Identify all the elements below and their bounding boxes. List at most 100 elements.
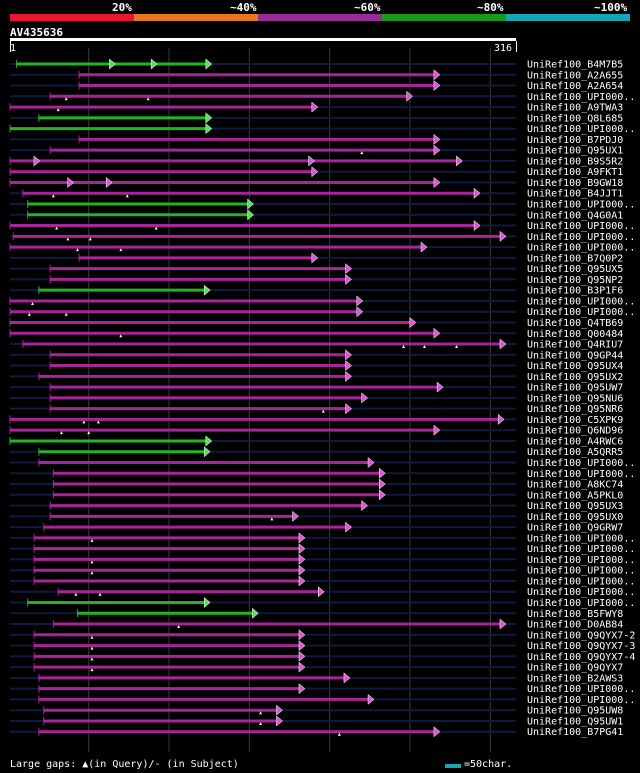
hit-label[interactable]: UniRef100_D0AB84	[527, 620, 623, 631]
hit-row[interactable]: UniRef100_UPI000..	[9, 220, 635, 233]
hit-row[interactable]: UniRef100_A5QRR5	[10, 446, 623, 459]
hit-label[interactable]: UniRef100_UPI000..	[527, 598, 635, 609]
hit-label[interactable]: UniRef100_UPI000..	[527, 92, 635, 103]
hit-label[interactable]: UniRef100_Q9QYX7	[527, 663, 623, 674]
hit-row[interactable]: UniRef100_UPI000..	[9, 295, 635, 308]
hit-row[interactable]: UniRef100_UPI000..	[10, 230, 635, 243]
hit-row[interactable]: UniRef100_UPI000..	[9, 306, 635, 319]
hit-label[interactable]: UniRef100_B9GW18	[527, 178, 623, 189]
hit-row[interactable]: UniRef100_UPI000..	[10, 575, 635, 588]
hit-row[interactable]: UniRef100_UPI000..	[10, 596, 635, 610]
hit-label[interactable]: UniRef100_Q9QYX7-4	[527, 652, 635, 663]
hit-row[interactable]: UniRef100_Q95UX0	[10, 510, 623, 523]
hit-label[interactable]: UniRef100_Q95NP2	[527, 275, 623, 286]
hit-row[interactable]: UniRef100_Q4G0A1	[10, 209, 623, 222]
hit-label[interactable]: UniRef100_Q95UX5	[527, 264, 623, 275]
hit-label[interactable]: UniRef100_A8KC74	[527, 480, 623, 491]
hit-row[interactable]: UniRef100_Q95NR6	[10, 403, 623, 416]
hit-label[interactable]: UniRef100_UPI000..	[527, 587, 635, 598]
hit-row[interactable]: UniRef100_Q95NP2	[10, 273, 623, 286]
hit-row[interactable]: UniRef100_B4M7B5	[10, 58, 623, 71]
hit-label[interactable]: UniRef100_UPI000..	[527, 555, 635, 566]
hit-row[interactable]: UniRef100_Q9GP44	[10, 349, 623, 362]
hit-label[interactable]: UniRef100_UPI000..	[527, 296, 635, 307]
hit-row[interactable]: UniRef100_UPI000..	[10, 553, 635, 566]
hit-label[interactable]: UniRef100_Q9QYX7-2	[527, 630, 635, 641]
hit-label[interactable]: UniRef100_Q95NU6	[527, 393, 623, 404]
hit-row[interactable]: UniRef100_Q95UX2	[10, 370, 623, 383]
hit-row[interactable]: UniRef100_B9GW18	[9, 176, 623, 189]
hit-label[interactable]: UniRef100_B7Q0P2	[527, 253, 623, 264]
hit-row[interactable]: UniRef100_B3P1F6	[10, 284, 623, 297]
hit-row[interactable]: UniRef100_UPI000..	[10, 198, 635, 211]
hit-label[interactable]: UniRef100_Q95UW1	[527, 716, 623, 727]
hit-label[interactable]: UniRef100_A9FKT1	[527, 167, 623, 178]
hit-label[interactable]: UniRef100_A2A654	[527, 81, 623, 92]
hit-label[interactable]: UniRef100_Q95UX0	[527, 512, 623, 523]
hit-row[interactable]: UniRef100_B5FWY8	[10, 607, 623, 620]
hit-label[interactable]: UniRef100_Q8L685	[527, 113, 623, 124]
hit-row[interactable]: UniRef100_B7PG41	[10, 726, 623, 739]
hit-label[interactable]: UniRef100_B7PDJ0	[527, 135, 623, 146]
hit-label[interactable]: UniRef100_A9TWA3	[527, 103, 623, 114]
hit-label[interactable]: UniRef100_UPI000..	[527, 576, 635, 587]
hit-label[interactable]: UniRef100_Q95UX2	[527, 372, 623, 383]
hit-row[interactable]: UniRef100_UPI000..	[10, 683, 635, 696]
hit-row[interactable]: UniRef100_Q95UX5	[10, 263, 623, 276]
hit-row[interactable]: UniRef100_Q95UX4	[10, 360, 623, 373]
hit-row[interactable]: UniRef100_Q95UW7	[10, 381, 623, 394]
hit-label[interactable]: UniRef100_UPI000..	[527, 566, 635, 577]
hit-row[interactable]: UniRef100_Q8L685	[10, 112, 623, 125]
hit-row[interactable]: UniRef100_UPI000..	[10, 543, 635, 556]
hit-row[interactable]: UniRef100_UPI000..	[9, 123, 635, 135]
hit-row[interactable]: UniRef100_B7Q0P2	[10, 252, 623, 264]
hit-row[interactable]: UniRef100_B2AWS3	[10, 672, 623, 685]
hit-label[interactable]: UniRef100_UPI000..	[527, 695, 635, 706]
hit-row[interactable]: UniRef100_A2A654	[10, 80, 623, 93]
hit-row[interactable]: UniRef100_A9FKT1	[9, 166, 623, 179]
hit-label[interactable]: UniRef100_UPI000..	[527, 533, 635, 544]
hit-row[interactable]: UniRef100_Q9GRW7	[10, 521, 623, 534]
hit-row[interactable]: UniRef100_A4RWC6	[9, 435, 623, 448]
hit-label[interactable]: UniRef100_Q95UW8	[527, 706, 623, 717]
hit-row[interactable]: UniRef100_UPI000..	[10, 693, 635, 706]
hit-label[interactable]: UniRef100_C5XPK9	[527, 415, 623, 426]
hit-row[interactable]: UniRef100_UPI000..	[10, 456, 635, 469]
hit-label[interactable]: UniRef100_B5FWY8	[527, 609, 623, 620]
hit-row[interactable]: UniRef100_Q9QYX7-3	[10, 640, 635, 653]
hit-label[interactable]: UniRef100_Q9GP44	[527, 350, 623, 361]
hit-row[interactable]: UniRef100_A9TWA3	[9, 101, 623, 114]
hit-row[interactable]: UniRef100_UPI000..	[10, 467, 635, 480]
hit-row[interactable]: UniRef100_UPI000..	[10, 586, 635, 599]
hit-row[interactable]: UniRef100_B4JJT1	[10, 187, 623, 200]
hit-label[interactable]: UniRef100_B2AWS3	[527, 673, 623, 684]
hit-label[interactable]: UniRef100_Q4G0A1	[527, 210, 623, 221]
hit-row[interactable]: UniRef100_Q4RIU7	[10, 338, 623, 351]
hit-label[interactable]: UniRef100_A5QRR5	[527, 447, 623, 458]
hit-row[interactable]: UniRef100_A5PKL0	[10, 489, 623, 502]
hit-label[interactable]: UniRef100_B4M7B5	[527, 60, 623, 71]
hit-label[interactable]: UniRef100_B7PG41	[527, 727, 623, 738]
hit-row[interactable]: UniRef100_Q95UW1	[10, 715, 623, 728]
hit-label[interactable]: UniRef100_Q95UW7	[527, 383, 623, 394]
hit-label[interactable]: UniRef100_Q95UX4	[527, 361, 623, 372]
hit-label[interactable]: UniRef100_B9S5R2	[527, 156, 623, 167]
hit-row[interactable]: UniRef100_Q95NU6	[10, 392, 623, 405]
hit-label[interactable]: UniRef100_Q6ND96	[527, 426, 623, 437]
hit-label[interactable]: UniRef100_A5PKL0	[527, 490, 623, 501]
hit-row[interactable]: UniRef100_Q95UX3	[10, 500, 623, 513]
hit-row[interactable]: UniRef100_Q9QYX7-2	[10, 629, 635, 642]
hit-row[interactable]: UniRef100_Q6ND96	[9, 424, 623, 437]
hit-label[interactable]: UniRef100_A2A655	[527, 70, 623, 81]
hit-row[interactable]: UniRef100_A2A655	[10, 69, 623, 82]
hit-row[interactable]: UniRef100_B9S5R2	[9, 155, 623, 168]
hit-label[interactable]: UniRef100_UPI000..	[527, 684, 635, 695]
hit-row[interactable]: UniRef100_UPI000..	[10, 564, 635, 577]
hit-row[interactable]: UniRef100_UPI000..	[10, 90, 635, 103]
hit-label[interactable]: UniRef100_B4JJT1	[527, 189, 623, 200]
hit-label[interactable]: UniRef100_UPI000..	[527, 124, 635, 135]
hit-label[interactable]: UniRef100_UPI000..	[527, 544, 635, 555]
hit-row[interactable]: UniRef100_A8KC74	[10, 478, 623, 491]
hit-label[interactable]: UniRef100_UPI000..	[527, 307, 635, 318]
hit-label[interactable]: UniRef100_A4RWC6	[527, 436, 623, 447]
